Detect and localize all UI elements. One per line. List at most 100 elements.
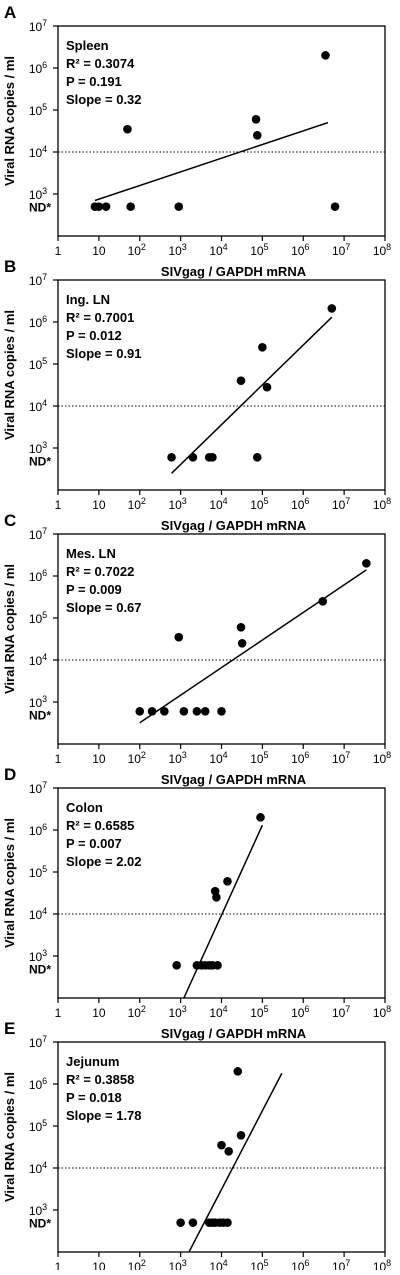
x-tick-label: 102 [128,1258,146,1270]
data-point [318,596,328,606]
data-point [208,453,217,462]
data-point [174,202,184,211]
x-tick-label: 106 [291,496,309,512]
y-tick-label: 107 [29,526,47,542]
y-tick-label: 104 [29,1160,47,1176]
panel-c: C 1 10 102 103 104 105 106 107 108 103 104 105 106 107… [2,511,391,787]
data-point [212,892,221,902]
y-tick-label: 105 [29,1118,47,1134]
y-tick-label: 103 [29,694,47,710]
regression-line [139,569,367,724]
stat-line: R² = 0.3074 [66,56,135,71]
data-point [160,707,169,716]
data-point [188,1218,198,1227]
data-point [172,961,181,970]
data-point [94,202,104,211]
tissue-name: Mes. LN [66,546,116,561]
data-point [200,707,210,716]
stat-line: Slope = 0.67 [66,600,142,615]
stat-line: P = 0.191 [66,74,122,89]
x-tick-label: 103 [168,1004,186,1020]
panel-letter: D [4,765,16,784]
x-axis-label: SIVgag / GAPDH mRNA [161,264,307,279]
y-tick-label: 105 [29,864,47,880]
y-axis-label: Viral RNA copies / ml [2,818,17,948]
data-point [236,376,246,386]
data-point [192,707,202,716]
data-point [236,1131,246,1140]
x-tick-label: 103 [168,750,186,766]
x-tick-label: 105 [250,1258,268,1270]
y-tick-label: 106 [29,60,47,76]
stat-line: R² = 0.3858 [66,1072,134,1087]
y-tick-label: 103 [29,440,47,456]
panel-a: A 1 10 102 103 104 105 106 107 108 103 104 105 106 107… [2,3,391,279]
y-tick-label: 104 [29,652,47,668]
y-tick-label: 104 [29,144,47,160]
data-point [126,202,135,211]
y-tick-label: 106 [29,1076,47,1092]
data-point [236,623,246,632]
tissue-name: Spleen [66,38,109,53]
x-tick-label: 108 [373,1258,391,1270]
y-axis-label: Viral RNA copies / ml [2,1072,17,1202]
stat-line: P = 0.009 [66,582,122,597]
x-tick-label: 108 [373,1004,391,1020]
data-point [217,707,226,716]
x-tick-label: 108 [373,242,391,258]
y-tick-label: 103 [29,948,47,964]
x-tick-label: 106 [291,1004,309,1020]
y-tick-label: 103 [29,186,47,202]
x-tick-label: 104 [209,1258,227,1270]
stat-line: R² = 0.6585 [66,818,134,833]
data-point [147,707,157,716]
y-tick-label: 106 [29,314,47,330]
data-point [174,632,184,642]
data-point [262,382,272,392]
y-tick-label: 107 [29,272,47,288]
x-tick-label: 107 [332,242,350,258]
nd-label: ND* [29,709,51,723]
x-tick-label: 102 [128,242,146,258]
data-point [135,707,145,716]
x-tick-label: 106 [291,1258,309,1270]
panel-letter: E [4,1019,15,1038]
y-axis-label: Viral RNA copies / ml [2,310,17,440]
x-tick-label: 10 [92,1006,106,1020]
nd-label: ND* [29,455,51,469]
y-tick-label: 106 [29,568,47,584]
x-tick-label: 107 [332,1258,350,1270]
x-tick-label: 1 [55,1260,62,1270]
x-tick-label: 104 [209,1004,227,1020]
x-tick-label: 102 [128,1004,146,1020]
y-tick-label: 103 [29,1202,47,1218]
data-point [237,638,247,648]
data-point [224,1146,233,1156]
data-point [258,342,267,352]
tissue-name: Colon [66,800,103,815]
x-tick-label: 107 [332,1004,350,1020]
data-point [330,202,340,211]
stat-line: P = 0.007 [66,836,122,851]
stat-line: R² = 0.7001 [66,310,134,325]
stat-line: P = 0.018 [66,1090,122,1105]
x-tick-label: 107 [332,496,350,512]
panel-letter: B [4,257,16,276]
data-point [123,124,132,134]
y-tick-label: 107 [29,780,47,796]
x-tick-label: 106 [291,750,309,766]
data-point [101,202,111,211]
y-axis-label: Viral RNA copies / ml [2,564,17,694]
data-point [213,961,222,970]
y-tick-label: 107 [29,1034,47,1050]
x-tick-label: 10 [92,244,106,258]
panel-letter: C [4,511,16,530]
tissue-name: Ing. LN [66,292,110,307]
regression-line [188,1072,283,1253]
y-tick-label: 104 [29,906,47,922]
y-tick-label: 105 [29,356,47,372]
panel-d: D 1 10 102 103 104 105 106 107 108 103 104 105 106 107… [2,765,391,1041]
data-point [252,453,262,462]
x-tick-label: 1 [55,244,62,258]
